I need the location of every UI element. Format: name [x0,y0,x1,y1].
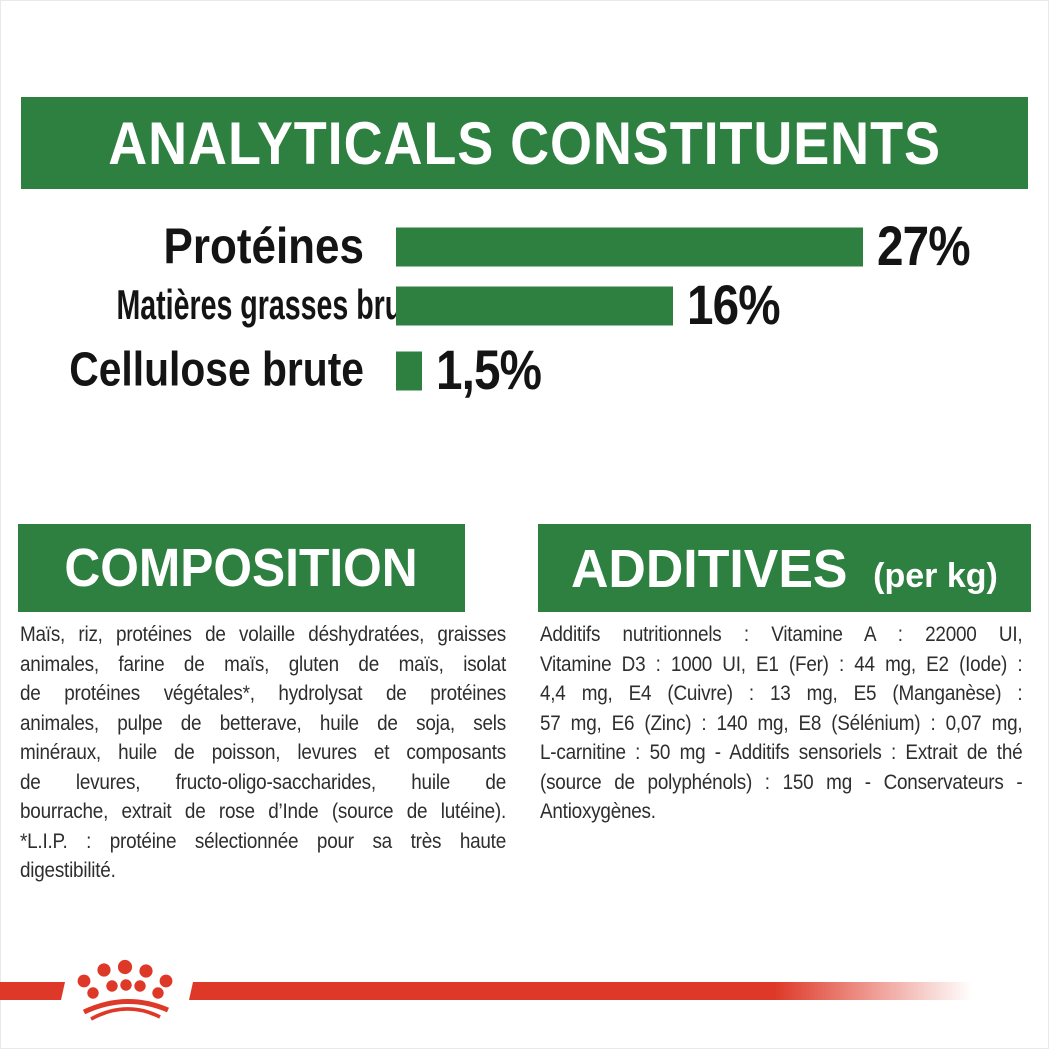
additives-header-band: ADDITIVES (per kg) [538,524,1031,612]
text-line: 57 mg, E6 (Zinc) : 140 mg, E8 (Sélénium)… [540,711,1023,735]
analyticals-header-band: ANALYTICALS CONSTITUENTS [21,97,1028,189]
composition-header-band: COMPOSITION [18,524,465,612]
bar [396,351,422,391]
footer-divider-line-left [0,982,65,1000]
composition-heading: COMPOSITION [64,538,419,598]
bar-label: Protéines [163,217,364,274]
additives-text: Additifs nutritionnels : Vitamine A : 22… [540,620,1023,827]
crown-base-arcs [82,999,169,1021]
bar-row: Cellulose brute 1,5% [0,338,1049,401]
additives-heading: ADDITIVES [571,539,848,599]
bar-row: Protéines 27% [0,214,1049,277]
text-line: minéraux, huile de poisson, levures et c… [20,741,506,764]
bar-value: 16% [687,273,781,337]
text-line: (source de polyphénols) : 150 mg - Conse… [540,770,1023,794]
text-line: animales, farine de maïs, gluten de maïs… [20,652,506,676]
text-line: animales, pulpe de betterave, huile de s… [20,711,506,735]
text-line: Antioxygènes. [540,800,656,823]
analytical-constituents-chart: Protéines 27% Matières grasses brutes 16% Ce… [0,0,1049,460]
text-line: *L.I.P. : protéine sélectionnée pour sa … [20,829,506,853]
footer-divider-line-right [189,982,980,1000]
bar-value: 1,5% [436,338,542,402]
royal-canin-crown-logo [77,959,173,1021]
text-line: de protéines végétales*, hydrolysat de p… [20,682,506,705]
text-line: bourrache, extrait de rose d’Inde (sourc… [20,800,506,823]
bar-value: 27% [877,214,971,278]
bar-label: Matières grasses brutes [116,281,444,329]
text-line: Additifs nutritionnels : Vitamine A : 22… [540,623,1023,646]
text-line: Maïs, riz, protéines de volaille déshydr… [20,623,506,646]
text-line: 4,4 mg, E4 (Cuivre) : 13 mg, E5 (Manganè… [540,682,1023,705]
analyticals-title: ANALYTICALS CONSTITUENTS [108,109,941,177]
bar [396,227,863,267]
crown-dots [77,959,173,999]
text-line: digestibilité. [20,859,116,882]
additives-heading-suffix: (per kg) [873,557,998,595]
bar [396,286,673,326]
text-line: Vitamine D3 : 1000 UI, E1 (Fer) : 44 mg,… [540,652,1023,676]
composition-text: Maïs, riz, protéines de volaille déshydr… [20,620,506,886]
bar-label: Cellulose brute [69,343,364,397]
text-line: L-carnitine : 50 mg - Additifs sensoriel… [540,741,1023,764]
bar-row: Matières grasses brutes 16% [0,273,1049,336]
text-line: de levures, fructo-oligo-saccharides, hu… [20,770,506,794]
